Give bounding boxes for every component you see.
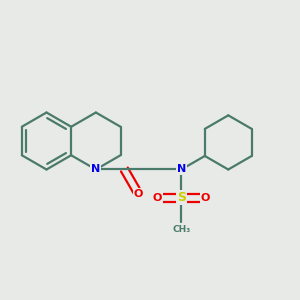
Text: N: N (177, 164, 186, 175)
Text: S: S (177, 191, 186, 205)
Text: O: O (134, 189, 143, 199)
Text: O: O (201, 193, 210, 203)
Text: O: O (152, 193, 162, 203)
Text: CH₃: CH₃ (172, 225, 190, 234)
Text: N: N (91, 164, 101, 175)
